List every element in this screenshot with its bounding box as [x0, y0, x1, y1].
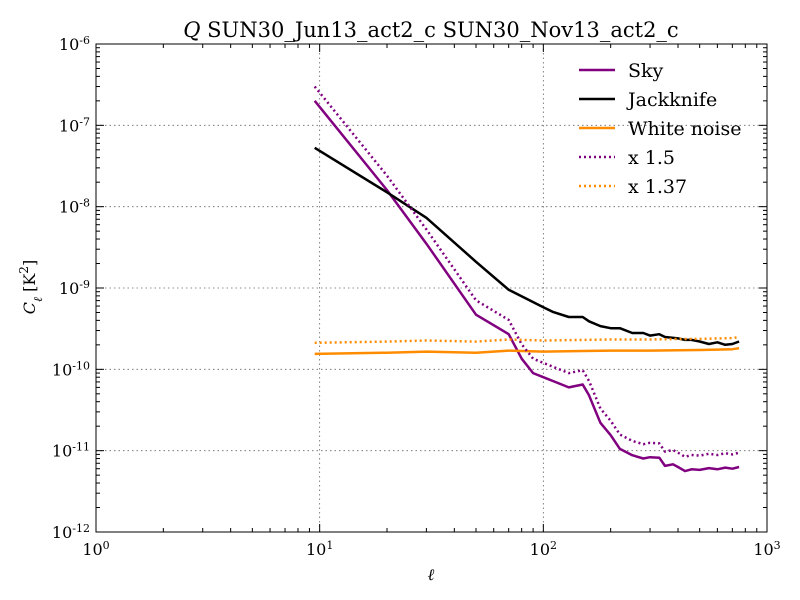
y-tick-exponent: -12: [72, 522, 90, 535]
y-axis-label-units: [K: [20, 273, 39, 297]
y-axis-label-units-close: ]: [20, 260, 39, 266]
y-tick-label: 10-8: [59, 196, 90, 217]
legend-label: Sky: [628, 60, 664, 82]
series-line-2: [314, 346, 740, 356]
x-tick-label: 103: [753, 539, 780, 560]
y-tick-label: 10-12: [52, 522, 90, 543]
legend: Sky Jackknife White noise x 1.5 x 1.37: [579, 60, 742, 198]
x-tick-label: 101: [306, 539, 333, 560]
grid-lines: [96, 44, 767, 532]
y-tick-label: 10-9: [59, 278, 90, 299]
legend-label: x 1.5: [628, 147, 675, 169]
legend-label: White noise: [628, 118, 742, 140]
y-tick-label: 10-7: [59, 115, 90, 136]
y-tick-label: 10-10: [52, 359, 90, 380]
x-tick-exponent: 3: [774, 539, 781, 552]
series-line-3: [313, 85, 740, 459]
y-tick-label: 10-11: [52, 440, 90, 461]
x-tick-exponent: 1: [326, 539, 333, 552]
y-tick-exponent: -6: [79, 34, 90, 47]
x-tick-label: 102: [530, 539, 557, 560]
series-line-4: [314, 335, 740, 345]
y-tick-exponent: -8: [79, 196, 90, 209]
series-line-0: [313, 100, 740, 473]
chart-title-rest: SUN30_Jun13_act2_c SUN30_Nov13_act2_c: [201, 18, 679, 42]
y-tick-exponent: -7: [79, 115, 90, 128]
y-axis-label-subscript: ℓ: [31, 297, 45, 302]
y-tick-exponent: -9: [79, 278, 90, 291]
x-tick-label: 100: [82, 539, 109, 560]
axis-ticks: 100 101 102 10310-1210-1110-1010-910-810-71…: [52, 34, 781, 560]
x-axis-label: ℓ: [428, 565, 435, 584]
y-axis-label-units-exp: 2: [17, 266, 31, 274]
y-axis-label: Cℓ [K2]: [17, 260, 45, 314]
x-tick-exponent: 0: [103, 539, 110, 552]
y-tick-exponent: -10: [72, 359, 90, 372]
x-tick-exponent: 2: [550, 539, 557, 552]
legend-label: Jackknife: [626, 89, 717, 111]
plot-series: [313, 85, 740, 473]
chart-title: Q SUN30_Jun13_act2_c SUN30_Nov13_act2_c: [183, 18, 678, 42]
series-line-1: [314, 146, 740, 347]
chart-title-q: Q: [183, 18, 200, 42]
y-tick-exponent: -11: [72, 440, 90, 453]
legend-label: x 1.37: [628, 176, 687, 198]
y-tick-label: 10-6: [59, 34, 90, 55]
